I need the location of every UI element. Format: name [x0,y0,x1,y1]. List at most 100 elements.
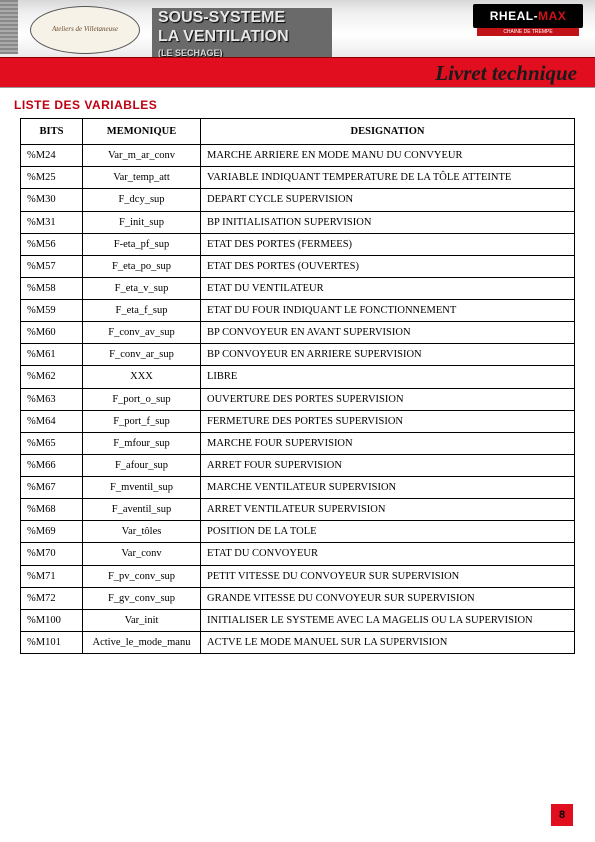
cell-memonique: F-eta_pf_sup [83,233,201,255]
table-row: %M66F_afour_supARRET FOUR SUPERVISION [21,454,575,476]
cell-memonique: F_conv_av_sup [83,322,201,344]
table-row: %M61F_conv_ar_supBP CONVOYEUR EN ARRIERE… [21,344,575,366]
cell-designation: ETAT DU VENTILATEUR [201,277,575,299]
cell-designation: GRANDE VITESSE DU CONVOYEUR SUR SUPERVIS… [201,587,575,609]
cell-memonique: F_dcy_sup [83,189,201,211]
cell-bits: %M101 [21,631,83,653]
cell-designation: OUVERTURE DES PORTES SUPERVISION [201,388,575,410]
cell-bits: %M58 [21,277,83,299]
table-row: %M59F_eta_f_supETAT DU FOUR INDIQUANT LE… [21,300,575,322]
cell-memonique: Var_init [83,609,201,631]
table-row: %M56F-eta_pf_supETAT DES PORTES (FERMEES… [21,233,575,255]
cell-bits: %M57 [21,255,83,277]
header-bar: Ateliers de Villetaneuse SOUS-SYSTEME LA… [0,0,595,88]
cell-bits: %M69 [21,521,83,543]
cell-designation: ETAT DES PORTES (FERMEES) [201,233,575,255]
cell-bits: %M72 [21,587,83,609]
table-row: %M63F_port_o_supOUVERTURE DES PORTES SUP… [21,388,575,410]
cell-designation: LIBRE [201,366,575,388]
cell-bits: %M67 [21,477,83,499]
cell-designation: BP INITIALISATION SUPERVISION [201,211,575,233]
cell-bits: %M68 [21,499,83,521]
header-stripe [0,0,18,54]
cell-memonique: F_afour_sup [83,454,201,476]
cell-designation: INITIALISER LE SYSTEME AVEC LA MAGELIS O… [201,609,575,631]
cell-bits: %M31 [21,211,83,233]
brand-part-2: MAX [538,9,566,23]
variables-table: BITS MEMONIQUE DESIGNATION %M24Var_m_ar_… [20,118,575,654]
cell-memonique: Var_m_ar_conv [83,145,201,167]
cell-memonique: F_port_f_sup [83,410,201,432]
cell-memonique: Var_temp_att [83,167,201,189]
header-title-1: SOUS-SYSTEME [152,8,332,28]
cell-bits: %M60 [21,322,83,344]
cell-bits: %M62 [21,366,83,388]
cell-designation: DEPART CYCLE SUPERVISION [201,189,575,211]
cell-bits: %M25 [21,167,83,189]
brand-logo: RHEAL-MAX [473,4,583,28]
table-row: %M69Var_tôlesPOSITION DE LA TOLE [21,521,575,543]
cell-bits: %M70 [21,543,83,565]
table-row: %M62XXXLIBRE [21,366,575,388]
cell-bits: %M59 [21,300,83,322]
badge-text: Ateliers de Villetaneuse [52,26,118,34]
cell-designation: ETAT DU FOUR INDIQUANT LE FONCTIONNEMENT [201,300,575,322]
cell-memonique: F_eta_v_sup [83,277,201,299]
red-banner: Livret technique [0,57,595,87]
cell-memonique: XXX [83,366,201,388]
cell-memonique: F_mfour_sup [83,432,201,454]
page-number: 8 [551,804,573,826]
cell-memonique: F_aventil_sup [83,499,201,521]
section-title: LISTE DES VARIABLES [14,98,595,112]
cell-memonique: F_pv_conv_sup [83,565,201,587]
cell-designation: VARIABLE INDIQUANT TEMPERATURE DE LA TÔL… [201,167,575,189]
table-row: %M67F_mventil_supMARCHE VENTILATEUR SUPE… [21,477,575,499]
table-row: %M72F_gv_conv_supGRANDE VITESSE DU CONVO… [21,587,575,609]
cell-memonique: F_eta_f_sup [83,300,201,322]
cell-designation: MARCHE FOUR SUPERVISION [201,432,575,454]
cell-designation: ETAT DU CONVOYEUR [201,543,575,565]
cell-bits: %M30 [21,189,83,211]
table-row: %M101Active_le_mode_manuACTVE LE MODE MA… [21,631,575,653]
table-row: %M65F_mfour_supMARCHE FOUR SUPERVISION [21,432,575,454]
table-row: %M58F_eta_v_supETAT DU VENTILATEUR [21,277,575,299]
col-bits: BITS [21,119,83,145]
cell-designation: FERMETURE DES PORTES SUPERVISION [201,410,575,432]
cell-designation: ARRET VENTILATEUR SUPERVISION [201,499,575,521]
cell-designation: POSITION DE LA TOLE [201,521,575,543]
table-header-row: BITS MEMONIQUE DESIGNATION [21,119,575,145]
table-row: %M100Var_initINITIALISER LE SYSTEME AVEC… [21,609,575,631]
cell-memonique: F_conv_ar_sup [83,344,201,366]
table-row: %M71F_pv_conv_supPETIT VITESSE DU CONVOY… [21,565,575,587]
cell-memonique: F_port_o_sup [83,388,201,410]
cell-memonique: F_init_sup [83,211,201,233]
table-row: %M30F_dcy_supDEPART CYCLE SUPERVISION [21,189,575,211]
cell-bits: %M24 [21,145,83,167]
table-row: %M31F_init_supBP INITIALISATION SUPERVIS… [21,211,575,233]
table-row: %M60F_conv_av_supBP CONVOYEUR EN AVANT S… [21,322,575,344]
table-row: %M25Var_temp_attVARIABLE INDIQUANT TEMPE… [21,167,575,189]
cell-designation: ETAT DES PORTES (OUVERTES) [201,255,575,277]
cell-bits: %M66 [21,454,83,476]
cell-bits: %M64 [21,410,83,432]
brand-subtitle: CHAINE DE TREMPE [477,28,579,36]
cell-memonique: Var_conv [83,543,201,565]
table-row: %M68F_aventil_supARRET VENTILATEUR SUPER… [21,499,575,521]
table-row: %M64F_port_f_supFERMETURE DES PORTES SUP… [21,410,575,432]
col-memonique: MEMONIQUE [83,119,201,145]
cell-designation: BP CONVOYEUR EN ARRIERE SUPERVISION [201,344,575,366]
cell-memonique: F_gv_conv_sup [83,587,201,609]
table-row: %M70Var_convETAT DU CONVOYEUR [21,543,575,565]
cell-bits: %M65 [21,432,83,454]
table-row: %M24Var_m_ar_convMARCHE ARRIERE EN MODE … [21,145,575,167]
cell-designation: MARCHE VENTILATEUR SUPERVISION [201,477,575,499]
cell-designation: ACTVE LE MODE MANUEL SUR LA SUPERVISION [201,631,575,653]
cell-memonique: F_mventil_sup [83,477,201,499]
cell-memonique: F_eta_po_sup [83,255,201,277]
company-badge: Ateliers de Villetaneuse [30,6,140,54]
table-row: %M57F_eta_po_supETAT DES PORTES (OUVERTE… [21,255,575,277]
brand-part-1: RHEAL- [490,9,538,23]
cell-designation: MARCHE ARRIERE EN MODE MANU DU CONVYEUR [201,145,575,167]
cell-bits: %M71 [21,565,83,587]
cell-memonique: Var_tôles [83,521,201,543]
